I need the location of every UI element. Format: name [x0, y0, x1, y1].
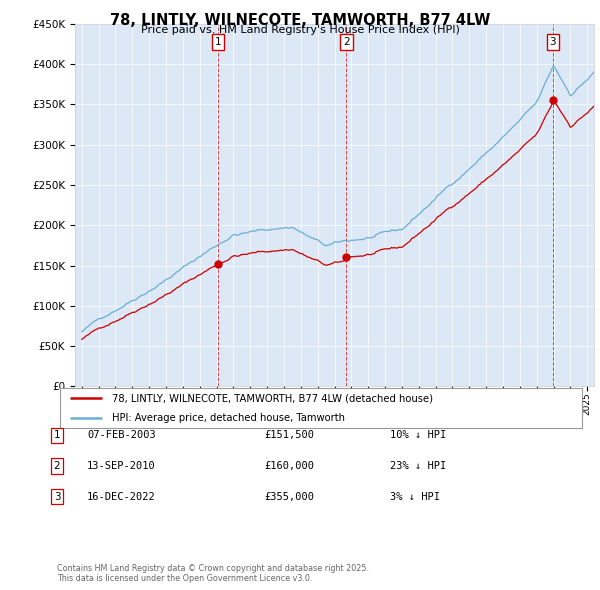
Text: 78, LINTLY, WILNECOTE, TAMWORTH, B77 4LW: 78, LINTLY, WILNECOTE, TAMWORTH, B77 4LW — [110, 13, 490, 28]
Text: 10% ↓ HPI: 10% ↓ HPI — [390, 431, 446, 440]
Text: 1: 1 — [215, 37, 221, 47]
Text: 3: 3 — [53, 492, 61, 502]
Text: 23% ↓ HPI: 23% ↓ HPI — [390, 461, 446, 471]
Text: 2: 2 — [53, 461, 61, 471]
Text: Price paid vs. HM Land Registry's House Price Index (HPI): Price paid vs. HM Land Registry's House … — [140, 25, 460, 35]
Text: HPI: Average price, detached house, Tamworth: HPI: Average price, detached house, Tamw… — [112, 413, 345, 422]
Text: Contains HM Land Registry data © Crown copyright and database right 2025.
This d: Contains HM Land Registry data © Crown c… — [57, 563, 369, 583]
Text: 3: 3 — [550, 37, 556, 47]
Text: 1: 1 — [53, 431, 61, 440]
Text: 07-FEB-2003: 07-FEB-2003 — [87, 431, 156, 440]
Text: 78, LINTLY, WILNECOTE, TAMWORTH, B77 4LW (detached house): 78, LINTLY, WILNECOTE, TAMWORTH, B77 4LW… — [112, 394, 433, 404]
Text: 2: 2 — [343, 37, 350, 47]
Text: £160,000: £160,000 — [264, 461, 314, 471]
Text: £151,500: £151,500 — [264, 431, 314, 440]
Text: 16-DEC-2022: 16-DEC-2022 — [87, 492, 156, 502]
Text: 13-SEP-2010: 13-SEP-2010 — [87, 461, 156, 471]
Text: £355,000: £355,000 — [264, 492, 314, 502]
Text: 3% ↓ HPI: 3% ↓ HPI — [390, 492, 440, 502]
